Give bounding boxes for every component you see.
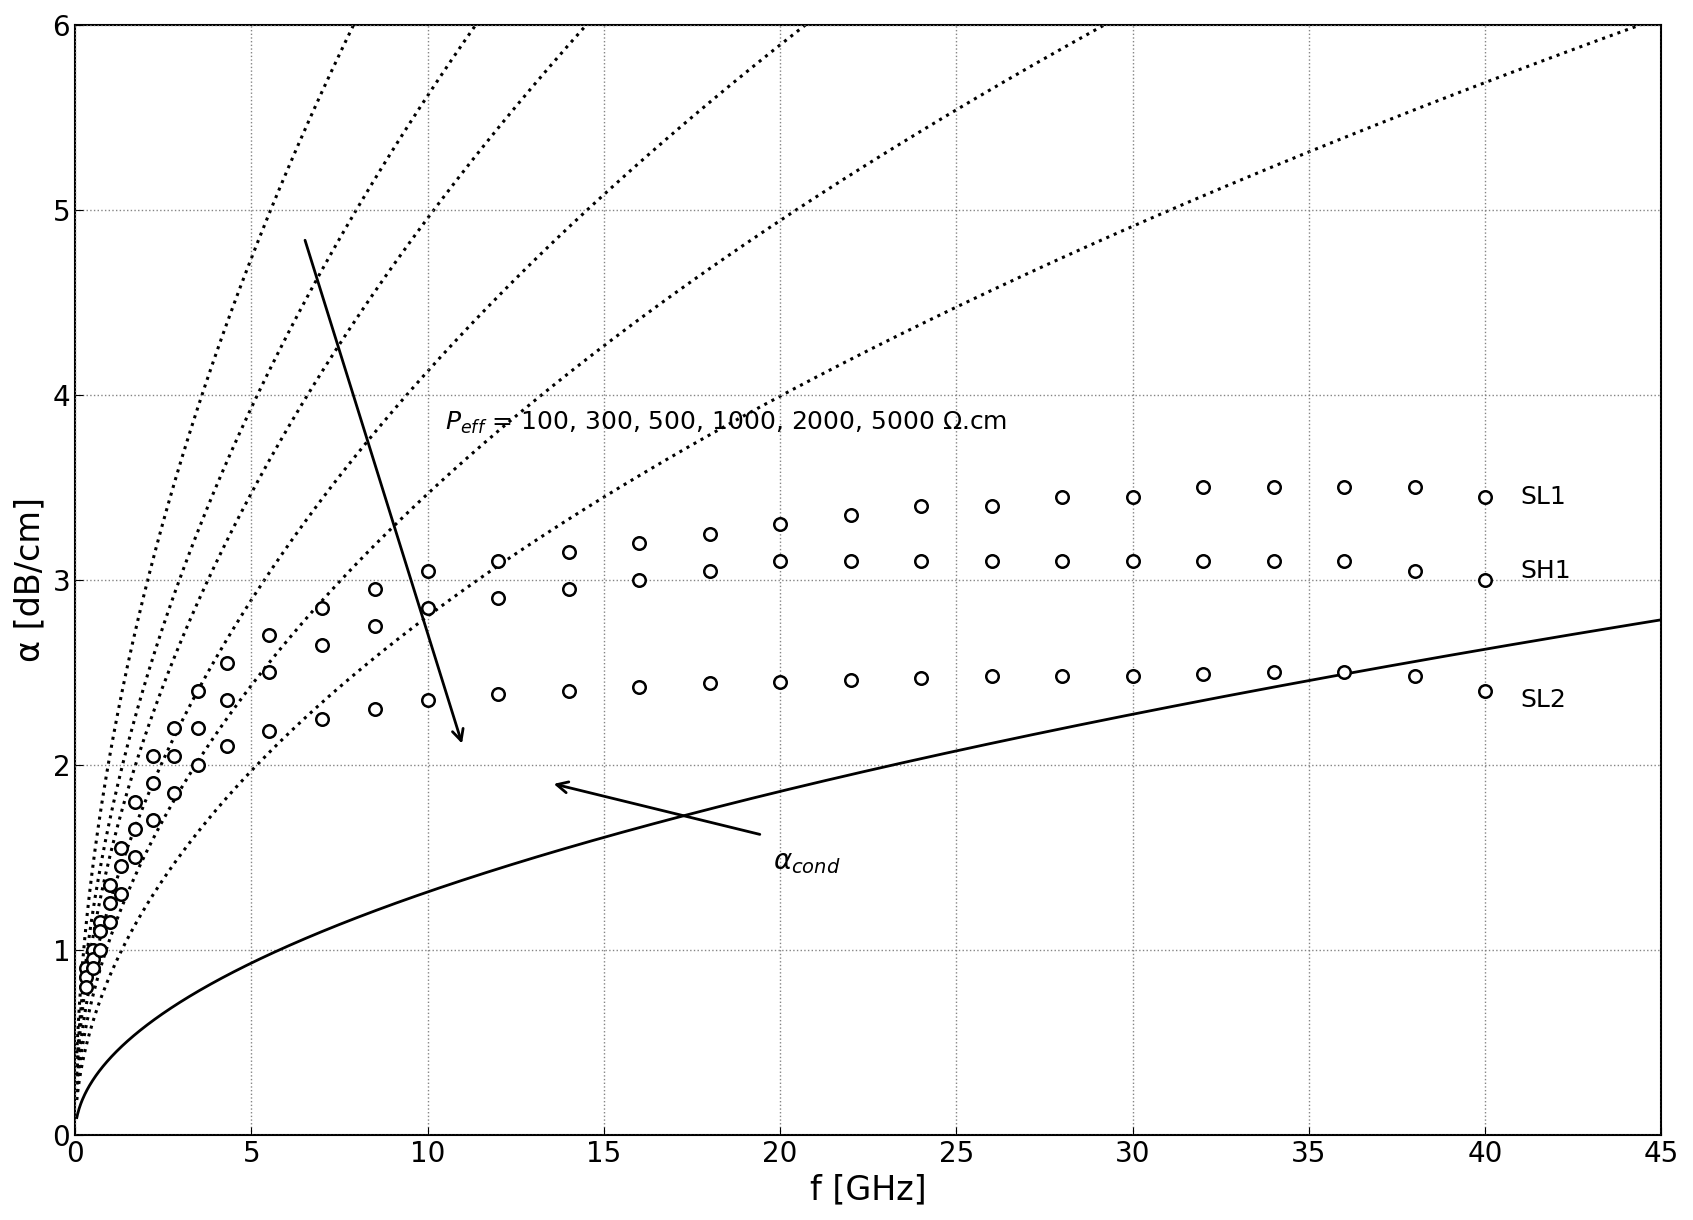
Y-axis label: α [dB/cm]: α [dB/cm] bbox=[14, 498, 47, 662]
Text: $P_{eff}$ = 100, 300, 500, 1000, 2000, 5000 $\Omega$.cm: $P_{eff}$ = 100, 300, 500, 1000, 2000, 5… bbox=[445, 410, 1007, 436]
Text: $\alpha_{cond}$: $\alpha_{cond}$ bbox=[774, 848, 841, 876]
X-axis label: f [GHz]: f [GHz] bbox=[809, 1174, 926, 1207]
Text: SL1: SL1 bbox=[1520, 484, 1566, 509]
Text: SL2: SL2 bbox=[1520, 688, 1566, 712]
Text: SH1: SH1 bbox=[1520, 559, 1571, 582]
